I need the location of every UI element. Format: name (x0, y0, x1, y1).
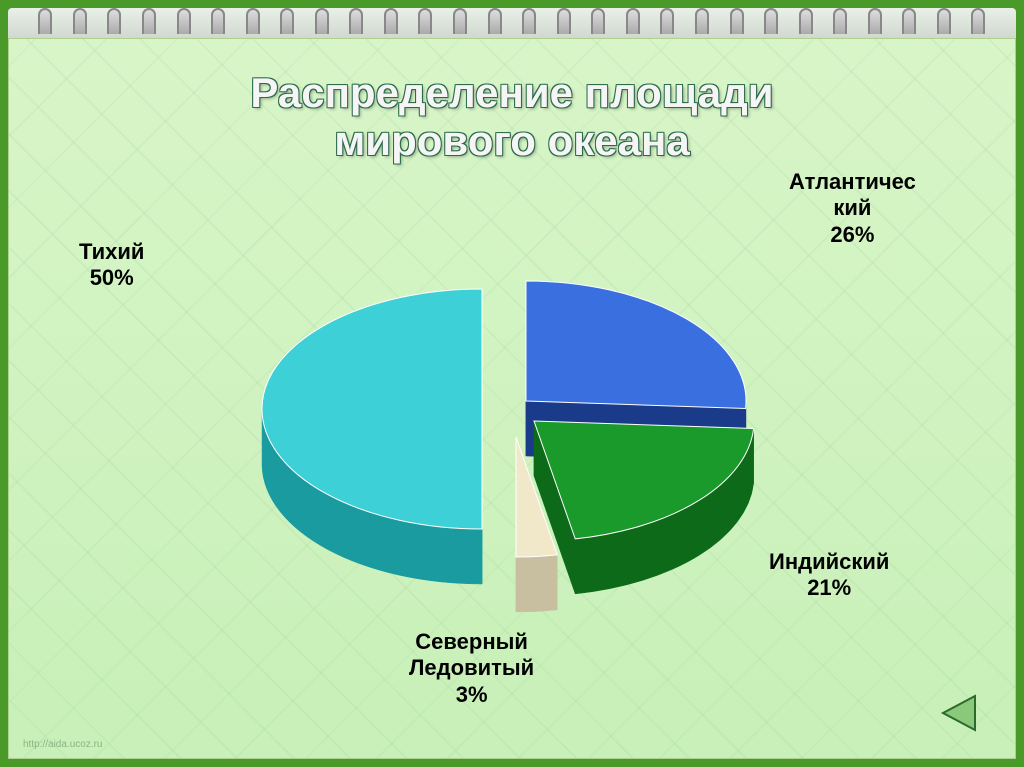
pie-label-arctic: Северный Ледовитый3% (409, 629, 534, 708)
slide-frame: Распределение площади мирового океана ht… (0, 0, 1024, 767)
pie-label-name: Индийский (769, 549, 889, 575)
arrow-left-icon (935, 688, 985, 738)
pie-label-name: Атлантичес кий (789, 169, 916, 222)
pie-label-percent: 50% (79, 265, 144, 291)
footer-url: http://aida.ucoz.ru (23, 739, 103, 750)
title-line-1: Распределение площади (250, 69, 773, 116)
title-line-2: мирового океана (334, 117, 690, 164)
pie-label-indian: Индийский21% (769, 549, 889, 602)
pie-label-pacific: Тихий50% (79, 239, 144, 292)
pie-label-name: Тихий (79, 239, 144, 265)
spiral-binding (8, 8, 1016, 38)
slide-page: Распределение площади мирового океана ht… (8, 38, 1016, 759)
back-button[interactable] (935, 688, 985, 738)
pie-label-percent: 26% (789, 222, 916, 248)
pie-label-percent: 21% (769, 575, 889, 601)
pie-label-atlantic: Атлантичес кий26% (789, 169, 916, 248)
pie-label-percent: 3% (409, 682, 534, 708)
pie-label-name: Северный Ледовитый (409, 629, 534, 682)
slide-title: Распределение площади мирового океана (250, 69, 773, 166)
